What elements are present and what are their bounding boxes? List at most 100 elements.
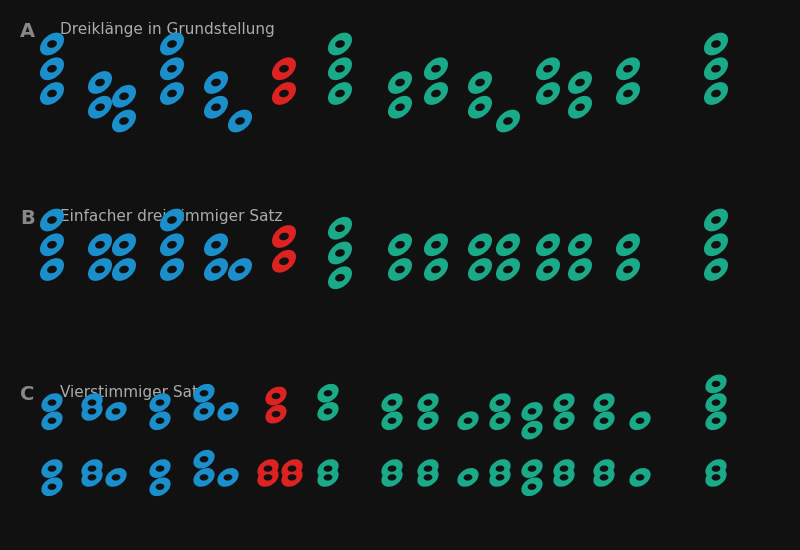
Ellipse shape [475, 103, 485, 111]
Ellipse shape [156, 465, 164, 472]
Ellipse shape [560, 465, 568, 472]
Ellipse shape [40, 32, 64, 56]
Ellipse shape [167, 266, 177, 273]
Ellipse shape [48, 465, 56, 472]
Ellipse shape [522, 459, 542, 478]
Ellipse shape [395, 241, 405, 249]
Ellipse shape [335, 40, 345, 48]
Ellipse shape [150, 477, 170, 496]
Ellipse shape [47, 90, 57, 97]
Ellipse shape [496, 258, 520, 281]
Ellipse shape [150, 411, 170, 430]
Ellipse shape [272, 82, 296, 105]
Ellipse shape [324, 474, 332, 481]
Ellipse shape [40, 57, 64, 80]
Ellipse shape [288, 474, 296, 481]
Ellipse shape [288, 465, 296, 472]
Ellipse shape [88, 258, 112, 281]
Ellipse shape [47, 40, 57, 48]
Ellipse shape [95, 266, 105, 273]
Ellipse shape [335, 90, 345, 97]
Ellipse shape [503, 241, 513, 249]
Text: Dreiklänge in Grundstellung: Dreiklänge in Grundstellung [60, 22, 274, 37]
Ellipse shape [88, 96, 112, 119]
Ellipse shape [636, 417, 644, 424]
Ellipse shape [554, 459, 574, 478]
Ellipse shape [200, 390, 208, 397]
Ellipse shape [264, 474, 272, 481]
Ellipse shape [490, 459, 510, 478]
Ellipse shape [328, 217, 352, 240]
Ellipse shape [47, 216, 57, 224]
Ellipse shape [88, 474, 96, 481]
Ellipse shape [200, 474, 208, 481]
Ellipse shape [112, 233, 136, 256]
Ellipse shape [112, 408, 120, 415]
Ellipse shape [503, 117, 513, 125]
Ellipse shape [88, 233, 112, 256]
Ellipse shape [160, 233, 184, 256]
Ellipse shape [468, 233, 492, 256]
Ellipse shape [490, 468, 510, 487]
Ellipse shape [594, 459, 614, 478]
Ellipse shape [382, 411, 402, 430]
Ellipse shape [112, 109, 136, 133]
Ellipse shape [95, 103, 105, 111]
Ellipse shape [95, 79, 105, 86]
Ellipse shape [712, 381, 720, 387]
Ellipse shape [160, 82, 184, 105]
Ellipse shape [160, 57, 184, 80]
Ellipse shape [522, 477, 542, 496]
Ellipse shape [167, 241, 177, 249]
Ellipse shape [318, 468, 338, 487]
Ellipse shape [711, 90, 721, 97]
Ellipse shape [235, 117, 245, 125]
Ellipse shape [40, 82, 64, 105]
Ellipse shape [324, 390, 332, 397]
Ellipse shape [543, 65, 553, 73]
Ellipse shape [279, 233, 289, 240]
Ellipse shape [388, 465, 396, 472]
Ellipse shape [42, 459, 62, 478]
Ellipse shape [496, 399, 504, 406]
Ellipse shape [554, 411, 574, 430]
Ellipse shape [228, 258, 252, 281]
Ellipse shape [418, 459, 438, 478]
Ellipse shape [47, 241, 57, 249]
Ellipse shape [496, 465, 504, 472]
Ellipse shape [528, 483, 536, 490]
Ellipse shape [706, 375, 726, 393]
Ellipse shape [395, 79, 405, 86]
Ellipse shape [528, 408, 536, 415]
Ellipse shape [711, 216, 721, 224]
Ellipse shape [560, 399, 568, 406]
Ellipse shape [636, 474, 644, 481]
Ellipse shape [616, 233, 640, 256]
Ellipse shape [490, 393, 510, 412]
Ellipse shape [211, 103, 221, 111]
Ellipse shape [503, 266, 513, 273]
Ellipse shape [235, 266, 245, 273]
Ellipse shape [272, 57, 296, 80]
Ellipse shape [475, 79, 485, 86]
Ellipse shape [575, 79, 585, 86]
Ellipse shape [458, 468, 478, 487]
Ellipse shape [594, 468, 614, 487]
Ellipse shape [282, 459, 302, 478]
Ellipse shape [594, 411, 614, 430]
Ellipse shape [706, 459, 726, 478]
Text: B: B [20, 209, 34, 228]
Ellipse shape [266, 387, 286, 405]
Ellipse shape [119, 117, 129, 125]
Ellipse shape [382, 468, 402, 487]
Ellipse shape [560, 474, 568, 481]
Ellipse shape [258, 459, 278, 478]
Ellipse shape [160, 258, 184, 281]
Ellipse shape [106, 468, 126, 487]
Ellipse shape [712, 474, 720, 481]
Ellipse shape [211, 266, 221, 273]
Ellipse shape [388, 258, 412, 281]
Ellipse shape [424, 465, 432, 472]
Ellipse shape [328, 82, 352, 105]
Ellipse shape [575, 103, 585, 111]
